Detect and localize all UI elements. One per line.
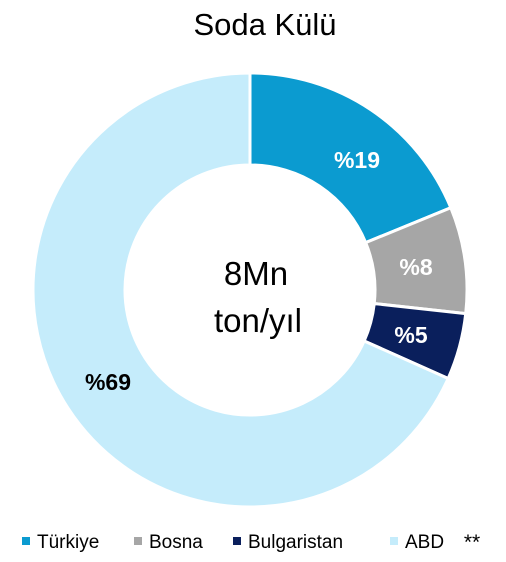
center-label: 8Mn ton/yıl bbox=[214, 255, 302, 339]
legend: Türkiye Bosna Bulgaristan ABD bbox=[22, 532, 444, 553]
slice-labels: %19 %8 %5 %69 bbox=[85, 147, 433, 395]
slice-label-bosna: %8 bbox=[399, 254, 432, 280]
legend-swatch bbox=[233, 537, 241, 545]
center-label-value: 8Mn bbox=[224, 255, 288, 292]
donut-slice-abd bbox=[31, 71, 451, 509]
legend-item-abd: ABD bbox=[390, 532, 444, 553]
legend-item-bosna: Bosna bbox=[134, 532, 203, 553]
legend-item-bulgaristan: Bulgaristan bbox=[233, 532, 343, 553]
chart-title: Soda Külü bbox=[193, 7, 336, 42]
legend-label: Bulgaristan bbox=[248, 532, 343, 553]
legend-footnote: ** bbox=[464, 531, 480, 554]
legend-item-türkiye: Türkiye bbox=[22, 532, 99, 553]
slice-label-abd: %69 bbox=[85, 369, 131, 395]
slice-label-türkiye: %19 bbox=[334, 147, 380, 173]
legend-swatch bbox=[22, 537, 30, 545]
legend-swatch bbox=[390, 537, 398, 545]
slice-label-bulgaristan: %5 bbox=[394, 322, 427, 348]
center-label-unit: ton/yıl bbox=[214, 302, 302, 339]
donut-slice-türkiye bbox=[248, 71, 453, 245]
legend-label: Türkiye bbox=[37, 532, 99, 553]
legend-swatch bbox=[134, 537, 142, 545]
legend-label: ABD bbox=[405, 532, 444, 553]
legend-label: Bosna bbox=[149, 532, 203, 553]
donut-slices bbox=[31, 71, 469, 509]
